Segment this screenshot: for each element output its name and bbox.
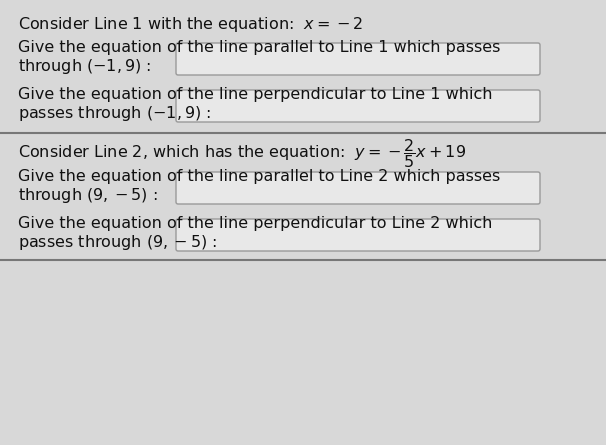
Text: Give the equation of the line parallel to Line 1 which passes: Give the equation of the line parallel t… [18,40,501,55]
FancyBboxPatch shape [176,219,540,251]
FancyBboxPatch shape [176,43,540,75]
Text: passes through $(9, -5)$ :: passes through $(9, -5)$ : [18,233,218,252]
Text: Consider Line 2, which has the equation:  $y = -\dfrac{2}{5}x + 19$: Consider Line 2, which has the equation:… [18,137,466,170]
Text: Give the equation of the line parallel to Line 2 which passes: Give the equation of the line parallel t… [18,169,500,184]
FancyBboxPatch shape [176,172,540,204]
FancyBboxPatch shape [176,90,540,122]
Text: Give the equation of the line perpendicular to Line 2 which: Give the equation of the line perpendicu… [18,216,492,231]
Text: through $(-1, 9)$ :: through $(-1, 9)$ : [18,57,152,76]
Text: through $(9, -5)$ :: through $(9, -5)$ : [18,186,158,205]
Text: Give the equation of the line perpendicular to Line 1 which: Give the equation of the line perpendicu… [18,87,493,102]
Text: Consider Line 1 with the equation:  $x = -2$: Consider Line 1 with the equation: $x = … [18,15,363,34]
Text: passes through $(-1, 9)$ :: passes through $(-1, 9)$ : [18,104,211,123]
